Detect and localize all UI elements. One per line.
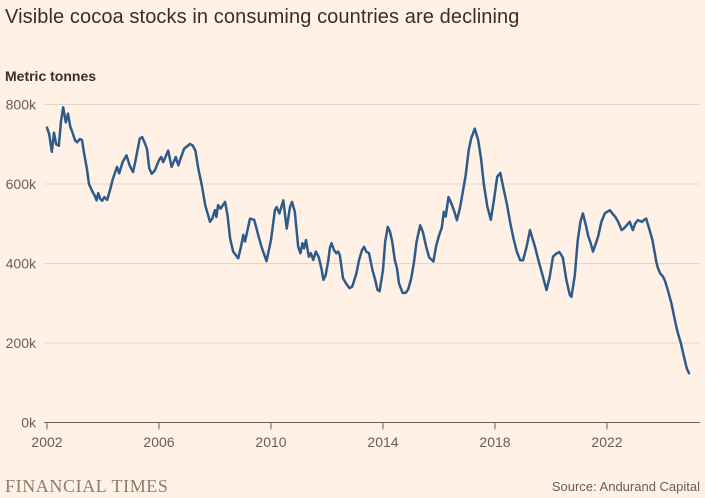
x-tick-label: 2002 <box>31 434 62 450</box>
y-tick-label: 800k <box>6 97 37 113</box>
x-tick-label: 2022 <box>591 434 622 450</box>
cocoa-stocks-data-line <box>45 106 691 375</box>
y-tick-label: 400k <box>6 256 37 272</box>
financial-times-logotype: FINANCIAL TIMES <box>5 476 169 496</box>
chart-title: Visible cocoa stocks in consuming countr… <box>5 6 520 28</box>
x-tick-label: 2006 <box>143 434 174 450</box>
x-tick-label: 2018 <box>479 434 510 450</box>
source-credit: Source: Andurand Capital <box>551 479 700 494</box>
y-tick-label: 200k <box>6 335 37 351</box>
y-tick-label: 600k <box>6 176 37 192</box>
line-plot-area: 0k 200k 400k 600k 800k 2002 2006 2010 2014 2018 20… <box>6 97 700 450</box>
x-tick-label: 2010 <box>255 434 286 450</box>
x-tick-label: 2014 <box>367 434 398 450</box>
y-axis-unit-label: Metric tonnes <box>5 68 97 84</box>
y-tick-label: 0k <box>21 415 37 431</box>
